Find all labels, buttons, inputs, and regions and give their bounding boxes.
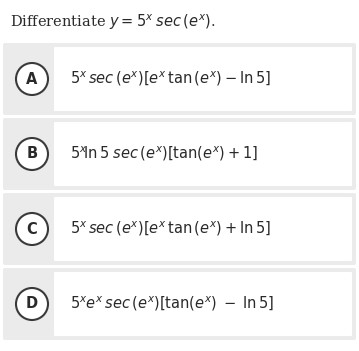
Text: C: C xyxy=(27,221,37,237)
Circle shape xyxy=(16,288,48,320)
Circle shape xyxy=(16,213,48,245)
Circle shape xyxy=(16,138,48,170)
Text: D: D xyxy=(26,297,38,311)
FancyBboxPatch shape xyxy=(3,43,356,115)
FancyBboxPatch shape xyxy=(54,47,352,111)
FancyBboxPatch shape xyxy=(54,197,352,261)
FancyBboxPatch shape xyxy=(3,118,356,190)
Circle shape xyxy=(16,63,48,95)
Text: A: A xyxy=(26,72,38,86)
FancyBboxPatch shape xyxy=(3,193,356,265)
FancyBboxPatch shape xyxy=(54,272,352,336)
Text: $5^x\!\ln 5\; sec\,(e^x)\left[\mathrm{tan}(e^x) + 1\right]$: $5^x\!\ln 5\; sec\,(e^x)\left[\mathrm{ta… xyxy=(70,145,258,163)
Text: B: B xyxy=(27,146,38,161)
Text: Differentiate $y = 5^x\; \mathit{sec}\,(e^x)$.: Differentiate $y = 5^x\; \mathit{sec}\,(… xyxy=(10,12,216,32)
FancyBboxPatch shape xyxy=(54,122,352,186)
FancyBboxPatch shape xyxy=(3,268,356,340)
Text: $5^x\, sec\,(e^x)\left[e^x\,\mathrm{tan}\,(e^x) + \ln 5\right]$: $5^x\, sec\,(e^x)\left[e^x\,\mathrm{tan}… xyxy=(70,220,271,238)
Text: $5^x\, sec\,(e^x)\left[e^x\,\mathrm{tan}\,(e^x) - \ln 5\right]$: $5^x\, sec\,(e^x)\left[e^x\,\mathrm{tan}… xyxy=(70,70,271,88)
Text: $5^x e^x\, sec\,(e^x)\left[\mathrm{tan}(e^x)\; -\; \ln 5\right]$: $5^x e^x\, sec\,(e^x)\left[\mathrm{tan}(… xyxy=(70,295,274,313)
